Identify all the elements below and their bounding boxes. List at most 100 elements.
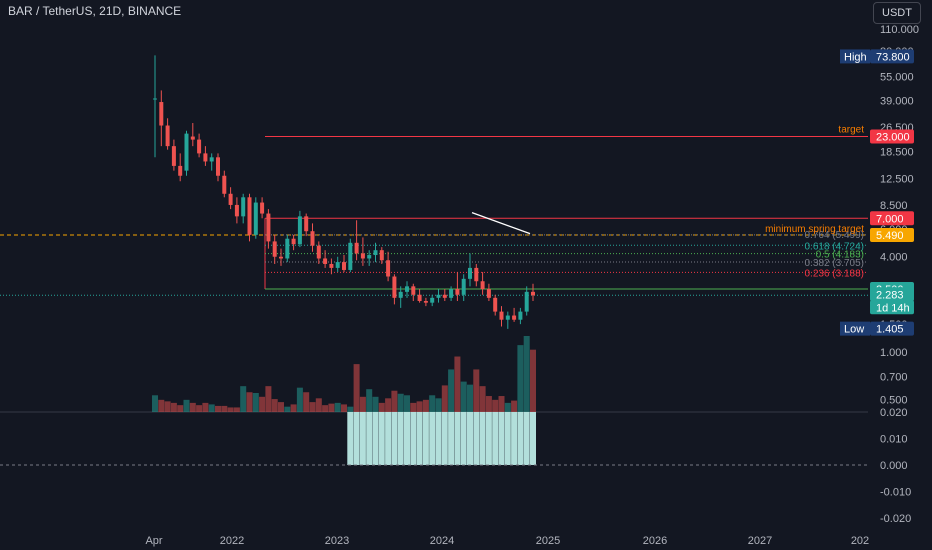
- candle-body: [279, 256, 283, 259]
- candle-body: [178, 165, 183, 176]
- indicator-bar: [422, 412, 429, 465]
- symbol-title[interactable]: BAR / TetherUS, 21D, BINANCE: [8, 4, 182, 18]
- price-label: 73.800: [876, 51, 910, 63]
- indicator-bar: [473, 412, 480, 465]
- price-label-box: [870, 227, 914, 242]
- volume-bar: [290, 404, 297, 412]
- time-tick-label: Apr: [145, 535, 162, 547]
- volume-bar: [429, 395, 436, 412]
- volume-bar: [473, 369, 480, 412]
- indicator-bar: [385, 412, 392, 465]
- fib-level-label: 0.5 (4.183): [816, 250, 864, 261]
- indicator-bar: [366, 412, 373, 465]
- candle-body: [442, 294, 447, 298]
- extreme-tag-box: [840, 321, 870, 336]
- candle-body: [367, 255, 372, 259]
- volume-bar: [448, 369, 455, 412]
- indicator-bar: [467, 412, 473, 465]
- volume-bar: [170, 402, 177, 412]
- candle-body: [392, 276, 397, 298]
- volume-bar: [296, 387, 303, 412]
- volume-bar: [309, 402, 316, 412]
- volume-bar: [152, 395, 158, 412]
- currency-button[interactable]: USDT: [873, 2, 921, 24]
- volume-bar: [422, 399, 429, 412]
- candle-body: [247, 197, 252, 235]
- spring-target-annotation: minimum spring target: [765, 224, 864, 235]
- time-tick-label: 202: [851, 535, 869, 547]
- volume-bar: [517, 345, 524, 412]
- indicator-bar: [479, 412, 486, 465]
- indicator-bar: [347, 412, 354, 465]
- price-tick-label: 1.000: [880, 347, 908, 359]
- fib-level-label: 0.618 (4.724): [805, 241, 865, 252]
- volume-bar: [347, 406, 354, 412]
- price-tick-label: 39.000: [880, 95, 914, 107]
- volume-bar: [378, 402, 385, 412]
- candle-body: [499, 311, 504, 320]
- fib-level-label: 0.764 (5.499): [805, 230, 865, 241]
- volume-bar: [183, 399, 190, 412]
- candle-body: [253, 202, 258, 235]
- candle-body: [291, 238, 296, 245]
- price-label: 1d 14h: [876, 302, 910, 314]
- volume-bar: [372, 396, 379, 412]
- time-tick-label: 2025: [536, 535, 560, 547]
- price-tick-label: 55.000: [880, 72, 914, 84]
- price-tick-label: 110.000: [880, 24, 919, 36]
- indicator-tick-label: 0.000: [880, 460, 908, 472]
- indicator-bar: [391, 412, 398, 465]
- volume-bar: [511, 400, 518, 412]
- candle-body: [468, 267, 472, 279]
- candle-body: [304, 216, 309, 232]
- indicator-bar: [441, 412, 448, 465]
- candle-body: [272, 241, 277, 257]
- candle-body: [165, 125, 170, 147]
- candle-body: [342, 262, 346, 270]
- candle-body: [197, 139, 202, 154]
- volume-bar: [479, 386, 486, 412]
- volume-bar: [221, 405, 228, 412]
- candle-body: [449, 289, 454, 298]
- volume-bar: [353, 364, 360, 412]
- volume-bar: [504, 402, 511, 412]
- price-label: 2.283: [876, 289, 904, 301]
- candle-body: [216, 157, 220, 176]
- indicator-bar: [485, 412, 492, 465]
- candle-body: [417, 294, 422, 302]
- volume-bar: [435, 398, 442, 412]
- indicator-bar: [511, 412, 518, 465]
- volume-bar: [303, 392, 310, 412]
- indicator-bar: [359, 412, 366, 465]
- volume-bar: [341, 404, 347, 412]
- time-tick-label: 2027: [748, 535, 772, 547]
- volume-bar: [322, 405, 329, 412]
- volume-bar: [467, 384, 473, 412]
- candle-body: [505, 315, 510, 320]
- fib-level-label: 0.236 (3.188): [805, 268, 865, 279]
- volume-bar: [416, 401, 423, 412]
- indicator-bar: [460, 412, 467, 465]
- indicator-bar: [492, 412, 499, 465]
- indicator-bar: [416, 412, 423, 465]
- indicator-bar: [498, 412, 505, 465]
- candle-body: [184, 133, 189, 171]
- volume-bar: [359, 396, 366, 412]
- volume-bar: [196, 405, 203, 412]
- candle-body: [455, 289, 460, 295]
- price-tick-label: 0.700: [880, 372, 908, 384]
- volume-bar: [177, 405, 184, 412]
- volume-bar: [271, 399, 278, 412]
- indicator-bar: [504, 412, 511, 465]
- volume-bar: [158, 399, 165, 412]
- volume-bar: [215, 405, 221, 412]
- time-tick-label: 2022: [220, 535, 244, 547]
- volume-bar: [454, 356, 461, 412]
- volume-bar: [202, 402, 209, 412]
- indicator-tick-label: -0.020: [880, 513, 911, 525]
- volume-bar: [485, 396, 492, 412]
- indicator-bar: [397, 412, 404, 465]
- candle-body: [234, 204, 239, 217]
